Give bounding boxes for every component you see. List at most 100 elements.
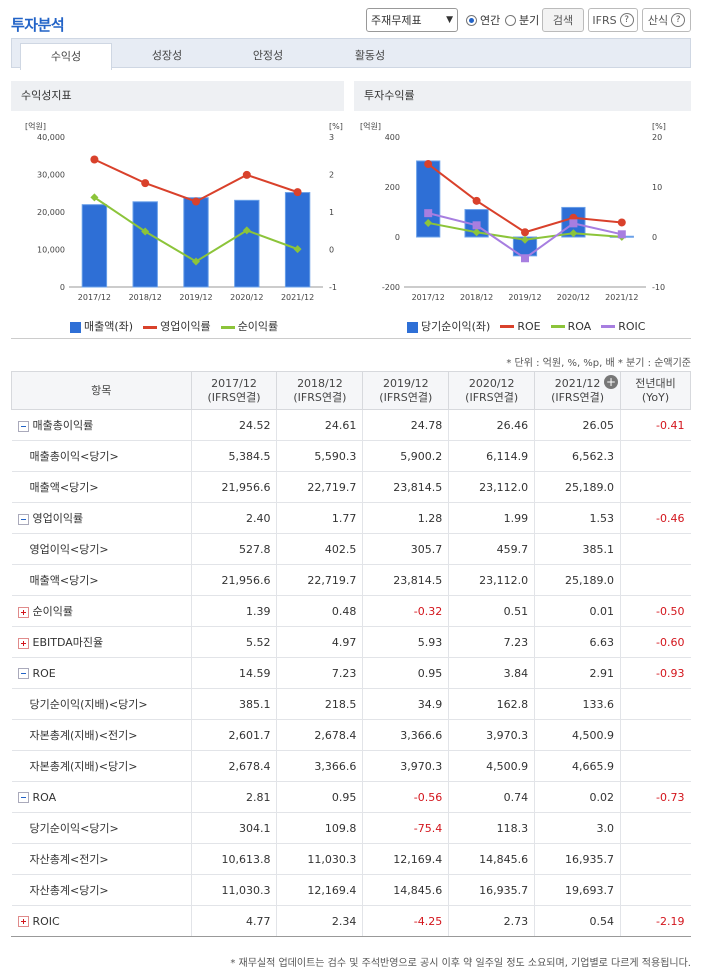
formula-help-button[interactable]: 산식 ? <box>642 8 691 32</box>
legend-label: ROE <box>517 319 541 333</box>
expand-plus-icon[interactable]: + <box>604 375 619 389</box>
collapse-icon[interactable] <box>17 792 29 803</box>
table-cell: 23,814.5 <box>362 564 449 596</box>
legend-item[interactable]: ROIC <box>601 320 645 333</box>
table-cell: 3.0 <box>534 812 621 844</box>
row-label[interactable]: 영업이익률 <box>11 502 192 534</box>
yoy-cell: -0.46 <box>620 502 691 534</box>
statement-select[interactable]: 주재무제표 ▼ <box>366 8 458 32</box>
table-cell: 6,562.3 <box>534 440 621 472</box>
panel-title-right: 투자수익률 <box>354 81 691 111</box>
point-mark <box>424 160 433 169</box>
table-cell: 26.05 <box>534 409 621 441</box>
col-header-year: 2020/12 (IFRS연결) <box>448 371 536 410</box>
legend-item[interactable]: ROE <box>500 319 541 333</box>
row-label[interactable]: ROE <box>11 657 192 689</box>
table-row: 당기순이익(지배)<당기> 385.1 218.5 34.9 162.8 133.6 <box>11 688 691 720</box>
yoy-cell: -0.41 <box>620 409 691 441</box>
row-label[interactable]: 순이익률 <box>11 595 192 627</box>
col-header-yoy: 전년대비 (YoY) <box>620 371 691 410</box>
row-label: 당기순이익(지배)<당기> <box>11 688 192 720</box>
table-cell: 118.3 <box>448 812 535 844</box>
legend-label: 영업이익률 <box>160 320 211 333</box>
table-cell: 25,189.0 <box>534 564 621 596</box>
row-label-text: 매출액<당기> <box>29 574 99 587</box>
table-cell: 7.23 <box>448 626 535 658</box>
point-mark <box>90 155 99 164</box>
legend-item[interactable]: 순이익률 <box>220 318 278 334</box>
collapse-icon[interactable] <box>17 668 29 679</box>
row-label-text: ROIC <box>32 914 60 928</box>
y2-tick-label: -1 <box>329 283 337 292</box>
radio-quarter[interactable]: 분기 <box>505 8 539 32</box>
search-button[interactable]: 검색 <box>542 8 584 32</box>
row-label-text: ROE <box>32 666 56 680</box>
row-label-text: 영업이익<당기> <box>29 543 109 556</box>
expand-icon[interactable] <box>17 637 29 649</box>
ifrs-help-button[interactable]: IFRS ? <box>588 8 638 32</box>
y2-tick-label: 2 <box>329 171 334 180</box>
table-cell: 5,384.5 <box>190 440 277 472</box>
table-cell: -75.4 <box>362 812 449 844</box>
yoy-cell: -0.93 <box>620 657 691 689</box>
tab-growth[interactable]: 성장성 <box>151 49 183 62</box>
radio-off-icon <box>505 14 516 26</box>
row-label: 매출총이익<당기> <box>11 440 192 472</box>
table-cell: 2.91 <box>534 657 621 689</box>
y2-tick-label: 1 <box>329 208 334 217</box>
tab-profitability[interactable]: 수익성 <box>20 43 112 70</box>
row-label[interactable]: ROIC <box>11 905 192 937</box>
yoy-cell <box>620 874 691 906</box>
point-mark <box>293 188 302 197</box>
table-cell: 0.95 <box>276 781 363 813</box>
table-cell: 304.1 <box>190 812 277 844</box>
table-row: EBITDA마진율 5.52 4.97 5.93 7.23 6.63 -0.60 <box>11 626 691 658</box>
collapse-icon[interactable] <box>17 513 29 525</box>
legend-left: 매출액(좌) 영업이익률 순이익률 <box>70 318 278 334</box>
series-line <box>427 163 622 234</box>
table-cell: 22,719.7 <box>276 471 363 503</box>
chevron-down-icon: ▼ <box>446 15 453 25</box>
x-tick-label: 2018/12 <box>129 293 162 302</box>
table-cell: 5.52 <box>190 626 277 658</box>
point-mark <box>521 228 529 237</box>
page-title: 투자분석 <box>11 16 65 34</box>
expand-icon[interactable] <box>17 606 29 618</box>
table-cell: 16,935.7 <box>448 874 535 906</box>
table-cell: 2.81 <box>190 781 277 813</box>
table-cell: 162.8 <box>448 688 535 720</box>
radio-annual[interactable]: 연간 <box>466 8 500 32</box>
tab-activity[interactable]: 활동성 <box>354 49 386 62</box>
row-label-text: 당기순이익<당기> <box>29 822 119 835</box>
point-mark <box>424 209 433 218</box>
table-cell: 11,030.3 <box>190 874 277 906</box>
y2-tick-label: 0 <box>329 246 334 255</box>
table-cell: 3.84 <box>448 657 535 689</box>
legend-label: ROIC <box>618 319 646 333</box>
bar-mark <box>132 201 158 288</box>
legend-item[interactable]: ROA <box>550 320 591 333</box>
legend-item[interactable]: 영업이익률 <box>143 318 211 334</box>
table-cell: 16,935.7 <box>534 843 621 875</box>
tab-stability[interactable]: 안정성 <box>252 49 284 62</box>
profitability-chart: [억원] [%] 40,000 30,000 20,000 10,000 0 3 2 1 0 -1 20… <box>25 121 343 302</box>
point-mark <box>521 254 529 263</box>
x-tick-label: 2020/12 <box>230 293 263 302</box>
row-label[interactable]: 매출총이익률 <box>11 409 192 441</box>
row-label-text: 매출총이익<당기> <box>29 450 119 463</box>
row-label[interactable]: ROA <box>11 781 192 813</box>
point-mark <box>141 227 150 236</box>
y2-tick-label: -10 <box>652 283 665 292</box>
collapse-icon[interactable] <box>17 420 29 432</box>
right-unit-label: [%] <box>652 122 666 131</box>
table-cell: 23,112.0 <box>448 471 535 503</box>
row-label-text: 자본총계(지배)<전기> <box>29 729 138 742</box>
row-label-text: 자산총계<당기> <box>29 884 109 897</box>
question-icon: ? <box>671 13 686 27</box>
legend-item[interactable]: 매출액(좌) <box>70 318 133 334</box>
yoy-cell <box>620 533 691 565</box>
expand-icon[interactable] <box>17 916 29 927</box>
table-cell: 0.74 <box>448 781 535 813</box>
row-label[interactable]: EBITDA마진율 <box>11 626 192 658</box>
legend-item[interactable]: 당기순이익(좌) <box>407 318 490 334</box>
